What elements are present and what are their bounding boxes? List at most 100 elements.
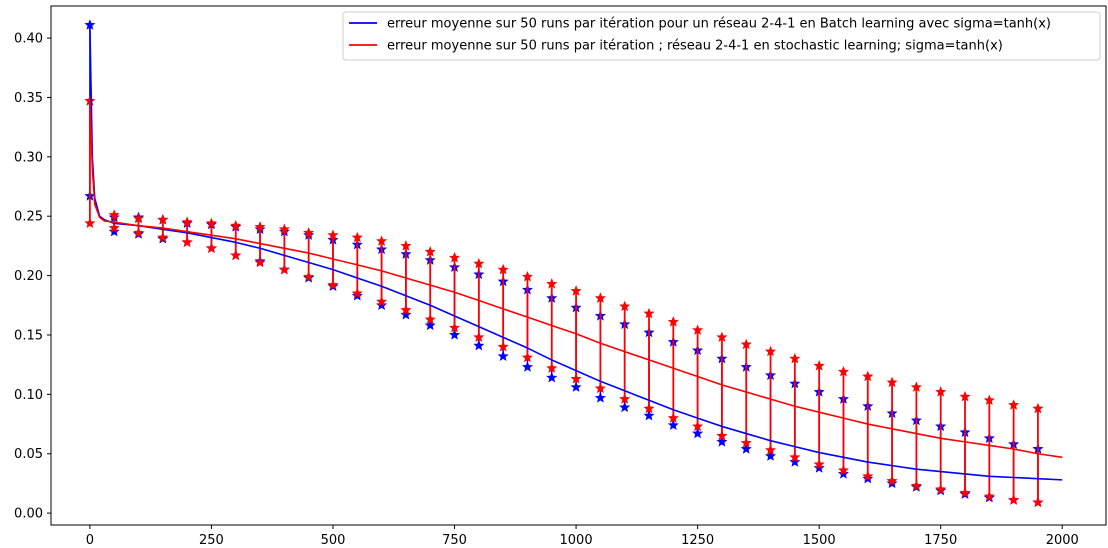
star-marker-upper-s1-13	[400, 240, 412, 251]
marker-group-1	[84, 95, 1044, 508]
star-marker-lower-s1-9	[303, 270, 315, 282]
star-marker-lower-s1-21	[594, 382, 606, 394]
star-marker-lower-s1-37	[983, 490, 995, 502]
star-marker-lower-s1-0	[84, 217, 96, 229]
star-marker-lower-s1-34	[910, 480, 922, 491]
star-marker-lower-s1-27	[740, 437, 752, 448]
star-marker-upper-s1-3	[157, 213, 169, 225]
star-marker-lower-s1-29	[789, 451, 801, 463]
star-marker-lower-s1-32	[862, 470, 874, 482]
y-tick-label-0: 0.00	[14, 507, 43, 522]
legend-box	[342, 11, 1101, 61]
star-marker-lower-s1-36	[959, 487, 971, 498]
y-tick-label-4: 0.20	[14, 269, 43, 284]
star-marker-lower-s0-23	[643, 409, 655, 421]
star-marker-lower-s1-28	[765, 444, 777, 455]
star-marker-lower-s0-29	[789, 456, 801, 467]
star-marker-lower-s1-30	[813, 458, 825, 470]
star-marker-lower-s1-33	[886, 475, 898, 486]
star-marker-upper-s1-12	[376, 235, 388, 246]
star-marker-lower-s1-35	[935, 483, 947, 495]
star-marker-lower-s1-31	[837, 464, 849, 476]
star-marker-upper-s1-28	[765, 345, 777, 357]
star-marker-lower-s1-8	[278, 263, 290, 275]
y-tick-label-2: 0.10	[14, 388, 43, 403]
x-tick-label-0: 0	[86, 533, 94, 548]
star-marker-upper-s1-5	[205, 217, 217, 229]
marker-group-0	[84, 19, 1044, 508]
star-marker-lower-s1-38	[1008, 494, 1020, 505]
y-tick-label-5: 0.25	[14, 210, 43, 225]
legend: erreur moyenne sur 50 runs par itération…	[342, 11, 1101, 61]
y-tick-label-6: 0.30	[14, 150, 43, 165]
star-marker-upper-s1-16	[473, 257, 485, 269]
star-marker-upper-s1-38	[1008, 399, 1020, 410]
star-marker-lower-s0-20	[570, 381, 582, 392]
star-marker-upper-s1-23	[643, 307, 655, 319]
star-marker-lower-s1-3	[157, 231, 169, 243]
star-marker-upper-s1-31	[837, 365, 849, 377]
star-marker-upper-s1-27	[740, 338, 752, 350]
star-marker-upper-s1-10	[327, 229, 339, 240]
star-marker-upper-s1-33	[886, 376, 898, 388]
star-marker-lower-s1-2	[132, 227, 145, 238]
x-tick-label-7: 1750	[924, 533, 957, 548]
star-marker-upper-s1-15	[449, 251, 461, 263]
star-marker-upper-s1-22	[619, 300, 631, 312]
star-marker-lower-s1-11	[351, 287, 363, 299]
star-marker-lower-s1-4	[181, 236, 193, 248]
star-marker-lower-s1-18	[521, 351, 533, 363]
star-marker-lower-s1-6	[230, 249, 242, 261]
star-marker-lower-s1-23	[643, 402, 655, 414]
star-marker-lower-s1-24	[667, 412, 679, 423]
x-tick-label-4: 1000	[560, 533, 593, 548]
star-marker-lower-s0-30	[813, 462, 825, 473]
star-marker-upper-s1-6	[230, 219, 242, 231]
legend-label-1: erreur moyenne sur 50 runs par itération…	[387, 39, 1003, 54]
star-marker-upper-s1-8	[278, 223, 290, 234]
star-marker-upper-s1-32	[862, 370, 874, 382]
x-tick-label-6: 1500	[803, 533, 836, 548]
series-line-1	[89, 100, 1063, 459]
star-marker-upper-s1-17	[497, 263, 509, 275]
y-tick-label-3: 0.15	[14, 328, 43, 343]
star-marker-lower-s1-17	[497, 341, 509, 352]
star-marker-upper-s1-35	[935, 386, 947, 397]
star-marker-lower-s0-22	[619, 401, 631, 413]
star-marker-lower-s0-16	[473, 339, 485, 351]
y-tick-label-8: 0.40	[14, 32, 43, 47]
star-marker-lower-s1-39	[1032, 496, 1044, 508]
star-marker-lower-s1-14	[424, 313, 436, 325]
x-tick-label-2: 500	[321, 533, 346, 548]
star-marker-upper-s1-14	[424, 246, 436, 257]
star-marker-upper-s1-11	[351, 231, 363, 243]
star-marker-lower-s1-1	[108, 222, 120, 233]
star-marker-lower-s0-18	[521, 361, 533, 372]
star-marker-lower-s1-13	[400, 304, 412, 315]
star-marker-lower-s0-15	[449, 329, 461, 340]
x-tick-label-3: 750	[442, 533, 467, 548]
star-marker-lower-s0-27	[740, 443, 752, 454]
star-marker-lower-s0-17	[497, 350, 509, 362]
star-marker-lower-s0-19	[546, 371, 558, 383]
star-marker-lower-s0-24	[667, 419, 679, 430]
star-marker-upper-s1-37	[983, 394, 995, 405]
star-marker-lower-s1-7	[254, 256, 266, 268]
star-marker-lower-s1-16	[473, 331, 485, 343]
star-marker-upper-s1-30	[813, 360, 825, 371]
star-marker-lower-s1-20	[570, 373, 582, 384]
legend-label-0: erreur moyenne sur 50 runs par itération…	[387, 17, 1051, 32]
star-marker-upper-s1-39	[1032, 402, 1044, 414]
star-marker-lower-s1-26	[716, 430, 728, 441]
star-marker-lower-s0-1	[108, 225, 120, 237]
y-tick-label-7: 0.35	[14, 91, 43, 106]
star-marker-upper-s1-36	[959, 390, 971, 402]
star-marker-lower-s0-31	[837, 468, 849, 479]
star-marker-lower-s0-21	[594, 392, 606, 403]
star-marker-upper-s1-19	[546, 278, 558, 289]
star-marker-lower-s1-19	[546, 362, 558, 373]
star-marker-upper-s1-21	[594, 292, 606, 303]
star-marker-lower-s1-25	[692, 420, 704, 432]
x-tick-label-8: 2000	[1046, 533, 1079, 548]
